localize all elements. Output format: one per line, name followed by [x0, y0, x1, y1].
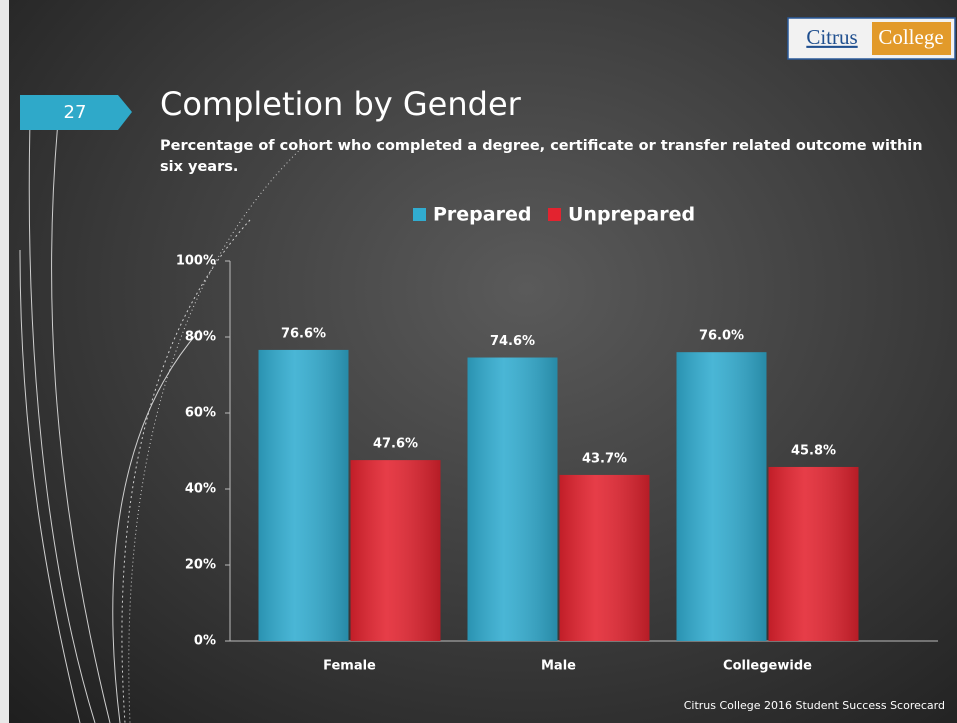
value-label: 47.6% [373, 437, 418, 452]
value-label: 74.6% [490, 334, 535, 349]
y-tick-label: 20% [185, 558, 216, 573]
x-tick-label: Male [541, 659, 576, 674]
logo-text: Citrus [806, 25, 857, 49]
value-label: 76.0% [699, 329, 744, 344]
x-tick-label: Female [323, 659, 376, 674]
value-label: 76.6% [281, 326, 326, 341]
decor-curves [19, 99, 311, 723]
left-border [0, 0, 9, 723]
legend-label: Unprepared [568, 204, 695, 226]
y-tick-label: 100% [176, 254, 216, 269]
bar-shade [768, 466, 859, 641]
page-number-badge [20, 95, 132, 130]
x-tick-label: Collegewide [723, 659, 812, 674]
bar-shade [676, 352, 767, 641]
legend-label: Prepared [433, 204, 531, 226]
logo-text: College [878, 25, 943, 49]
y-tick-label: 0% [194, 634, 216, 649]
bar-shade [559, 474, 650, 641]
legend-swatch [413, 208, 426, 221]
chart-title: Completion by Gender [160, 85, 522, 123]
footer: Citrus College 2016 Student Success Scor… [684, 699, 945, 712]
y-tick-label: 40% [185, 482, 216, 497]
y-tick-label: 80% [185, 330, 216, 345]
bar-shade [258, 349, 349, 641]
legend-swatch [548, 208, 561, 221]
page-number: 27 [64, 102, 87, 123]
y-tick-label: 60% [185, 406, 216, 421]
value-label: 45.8% [791, 443, 836, 458]
logo-accent [872, 22, 951, 55]
bar-shade [467, 357, 558, 641]
value-label: 43.7% [582, 451, 627, 466]
bar-shade [350, 460, 441, 641]
chart-subtitle: Percentage of cohort who completed a deg… [160, 138, 923, 175]
